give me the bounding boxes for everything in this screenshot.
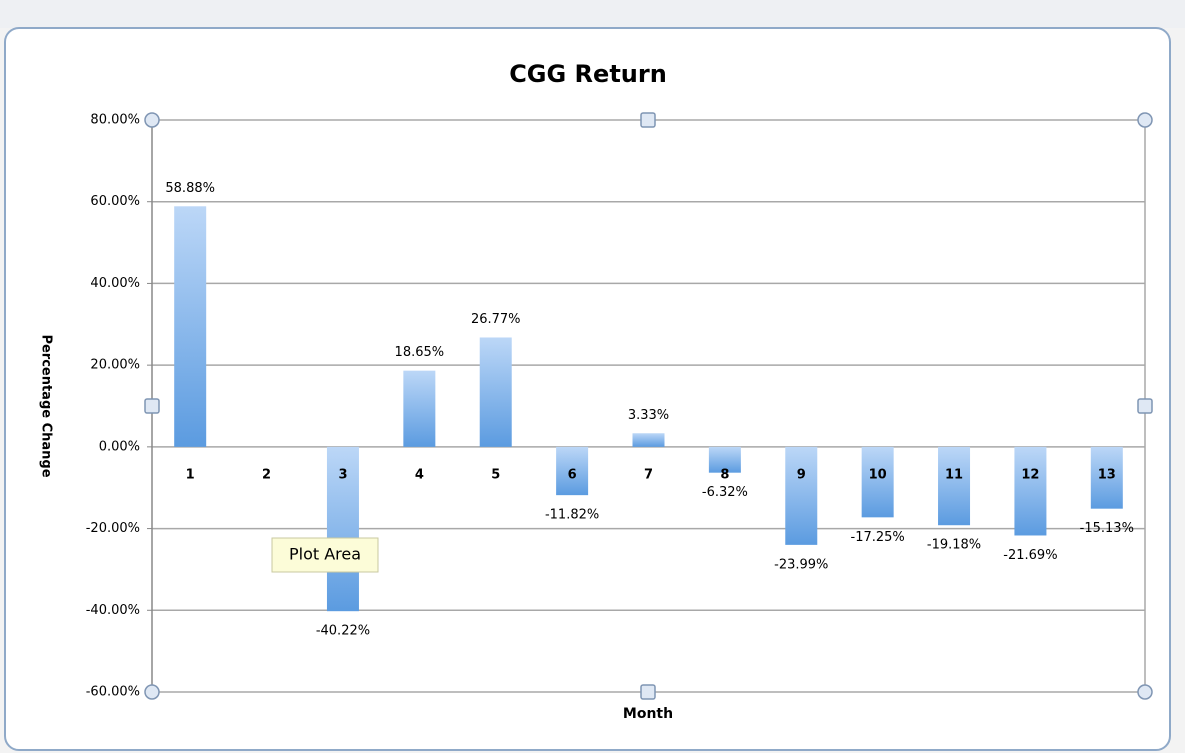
bar	[1090, 446, 1123, 509]
data-label: 18.65%	[395, 345, 445, 360]
x-tick-label: 13	[1098, 467, 1116, 482]
x-tick-label: 5	[491, 467, 500, 482]
handle[interactable]	[144, 398, 160, 414]
y-tick-label: -20.00%	[86, 521, 140, 536]
x-tick-label: 2	[262, 467, 271, 482]
x-tick-label: 4	[415, 467, 424, 482]
x-tick-label: 11	[945, 467, 963, 482]
tooltip: Plot Area	[271, 537, 379, 573]
x-tick-label: 9	[797, 467, 806, 482]
x-axis-title: Month	[623, 706, 673, 722]
handle[interactable]	[144, 112, 160, 128]
x-tick-label: 8	[720, 467, 729, 482]
bar	[556, 446, 589, 496]
handle[interactable]	[1137, 398, 1153, 414]
y-tick-label: 0.00%	[99, 439, 140, 454]
bar	[938, 446, 971, 526]
data-label: -21.69%	[1003, 548, 1057, 563]
data-label: 26.77%	[471, 312, 521, 327]
y-tick-label: 60.00%	[90, 194, 140, 209]
handle[interactable]	[640, 112, 656, 128]
data-label: -19.18%	[927, 538, 981, 553]
chart-title: CGG Return	[509, 60, 667, 88]
y-axis-title: Percentage Change	[39, 334, 54, 477]
y-tick-label: -60.00%	[86, 685, 140, 700]
selection-handles	[144, 112, 1153, 700]
x-tick-label: 3	[338, 467, 347, 482]
bar	[632, 433, 665, 447]
bar	[1014, 446, 1047, 536]
handle[interactable]	[640, 684, 656, 700]
data-label: 3.33%	[628, 408, 669, 423]
data-label: -15.13%	[1080, 521, 1134, 536]
data-label: -40.22%	[316, 624, 370, 639]
data-label: -6.32%	[702, 485, 748, 500]
x-tick-label: 10	[869, 467, 887, 482]
tooltip-text: Plot Area	[289, 545, 361, 564]
x-tick-label: 12	[1021, 467, 1039, 482]
bar	[785, 446, 818, 545]
bar	[174, 206, 207, 447]
handle[interactable]	[1137, 112, 1153, 128]
bar	[708, 446, 741, 473]
y-tick-label: -40.00%	[86, 603, 140, 618]
x-tick-label: 6	[568, 467, 577, 482]
y-tick-label: 20.00%	[90, 358, 140, 373]
bar	[479, 337, 512, 447]
y-tick-label: 80.00%	[90, 113, 140, 128]
bar	[403, 370, 436, 447]
data-label: -17.25%	[851, 530, 905, 545]
tooltip-box	[271, 537, 379, 573]
bar	[861, 446, 894, 518]
sheet-strip	[0, 0, 1185, 28]
x-tick-label: 7	[644, 467, 653, 482]
handle[interactable]	[1137, 684, 1153, 700]
y-tick-label: 40.00%	[90, 276, 140, 291]
bar	[326, 446, 359, 612]
handle[interactable]	[144, 684, 160, 700]
data-label: -23.99%	[774, 557, 828, 572]
data-label: -11.82%	[545, 508, 599, 523]
x-tick-label: 1	[186, 467, 195, 482]
data-label: 58.88%	[165, 181, 215, 196]
